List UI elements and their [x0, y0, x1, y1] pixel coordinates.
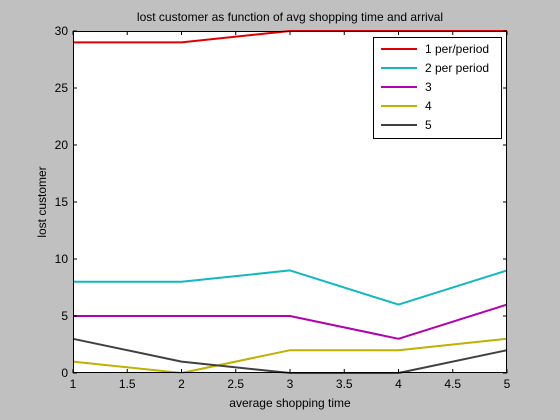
x-axis-ticks: 1 1.5 2 2.5 3 3.5 4 4.5 5	[70, 31, 511, 391]
x-tick-label: 4	[395, 377, 402, 391]
y-axis-ticks: 0 5 10 15 20 25 30	[55, 24, 507, 380]
series-line-3	[73, 303, 508, 340]
legend-label: 2 per period	[425, 61, 489, 75]
y-tick-label: 15	[55, 195, 69, 209]
x-tick-label: 3.5	[336, 377, 353, 391]
y-tick-label: 30	[55, 24, 69, 38]
x-tick-label: 2.5	[227, 377, 244, 391]
legend-label: 1 per/period	[425, 42, 489, 56]
x-axis-label: average shopping time	[229, 396, 351, 410]
legend-label: 3	[425, 80, 432, 94]
x-tick-label: 5	[504, 377, 511, 391]
y-tick-label: 5	[61, 309, 68, 323]
x-tick-label: 2	[178, 377, 185, 391]
x-tick-label: 1	[70, 377, 77, 391]
chart-title: lost customer as function of avg shoppin…	[137, 10, 443, 24]
y-tick-label: 0	[61, 366, 68, 380]
x-tick-label: 3	[287, 377, 294, 391]
legend-label: 5	[425, 118, 432, 132]
x-tick-label: 1.5	[119, 377, 136, 391]
legend-label: 4	[425, 99, 432, 113]
series-line-4	[72, 337, 508, 374]
y-axis-label: lost customer	[35, 166, 49, 237]
series-line-2	[73, 269, 508, 306]
y-tick-label: 20	[55, 138, 69, 152]
legend: 1 per/period 2 per period 3 4 5	[373, 37, 502, 139]
y-tick-label: 25	[55, 81, 69, 95]
x-tick-label: 4.5	[444, 377, 461, 391]
y-tick-label: 10	[55, 252, 69, 266]
